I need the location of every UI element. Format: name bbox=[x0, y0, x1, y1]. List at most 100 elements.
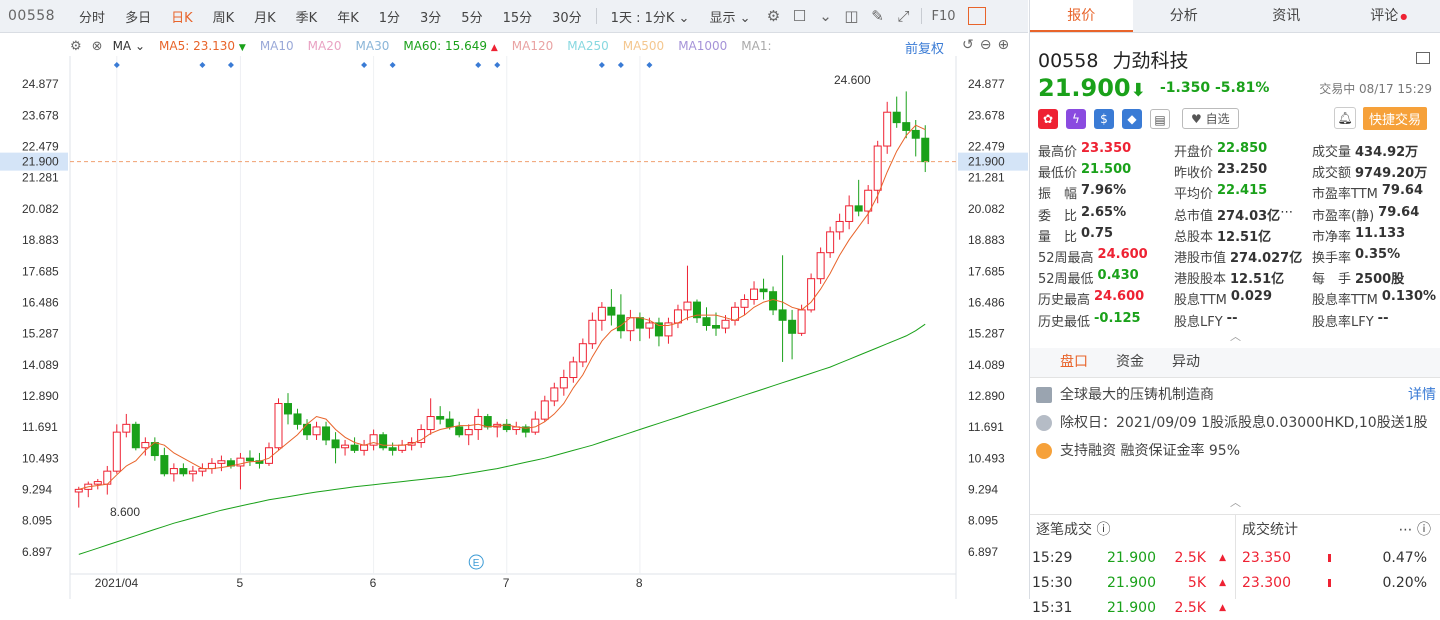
trade-price: 21.900 bbox=[1086, 600, 1156, 616]
help-icon[interactable]: ⓘ bbox=[1096, 522, 1110, 538]
y-tick-label: 21.281 bbox=[22, 171, 59, 185]
ma30-label: MA30 bbox=[356, 39, 390, 53]
candle-body bbox=[732, 307, 739, 320]
tab-analysis[interactable]: 分析 bbox=[1133, 0, 1236, 32]
y-tick-label: 12.890 bbox=[968, 389, 1005, 403]
quote-value: 0.430 bbox=[1098, 268, 1139, 287]
ma-select[interactable]: MA ⌄ bbox=[113, 39, 145, 53]
chevron-down-icon[interactable]: ⌄ bbox=[813, 7, 839, 25]
bell-icon[interactable]: 🔔︎ bbox=[1334, 107, 1356, 129]
quote-label: 股息率TTM bbox=[1312, 289, 1378, 308]
collapse-icon[interactable]: ︿ bbox=[1230, 494, 1241, 510]
candle-body bbox=[789, 320, 796, 333]
quote-cell: 股息LFY-- bbox=[1174, 311, 1312, 330]
candle-body bbox=[770, 292, 777, 310]
tab-monthly-k[interactable]: 月K bbox=[244, 7, 286, 26]
quote-value: 0.130% bbox=[1382, 289, 1436, 308]
more-icon[interactable]: ⋯ bbox=[1280, 205, 1293, 224]
tab-news[interactable]: 资讯 bbox=[1235, 0, 1338, 32]
candle-body bbox=[399, 445, 406, 450]
quote-label: 昨收价 bbox=[1174, 162, 1213, 181]
pen-icon[interactable]: ✎ bbox=[865, 7, 891, 25]
ma120-label: MA120 bbox=[512, 39, 553, 53]
tab-daily-k[interactable]: 日K bbox=[161, 7, 203, 26]
quote-label: 港股股本 bbox=[1174, 268, 1226, 287]
display-select[interactable]: 显示 ⌄ bbox=[699, 7, 760, 26]
fast-trade-button[interactable]: 快捷交易 bbox=[1363, 107, 1427, 130]
tab-movement[interactable]: 异动 bbox=[1158, 348, 1214, 377]
add-watchlist-button[interactable]: ♥ 自选 bbox=[1182, 108, 1239, 129]
collapse-icon[interactable]: ︿ bbox=[1230, 328, 1241, 344]
tab-multiday[interactable]: 多日 bbox=[115, 7, 161, 26]
checkbox-icon[interactable]: ☐ bbox=[787, 7, 813, 25]
tab-quarterly-k[interactable]: 季K bbox=[286, 7, 328, 26]
layout-icon[interactable] bbox=[1416, 52, 1430, 64]
tab-quote[interactable]: 报价 bbox=[1030, 0, 1133, 32]
quote-value: 7.96% bbox=[1081, 183, 1126, 202]
detail-link[interactable]: 详情 bbox=[1408, 384, 1436, 406]
tag-icon[interactable]: ◆ bbox=[1122, 109, 1142, 129]
f10-button[interactable]: F10 bbox=[926, 9, 962, 24]
chevron-down-icon: ⌄ bbox=[679, 11, 690, 26]
arrow-up-icon: ▲ bbox=[1206, 603, 1226, 613]
info-text: 全球最大的压铸机制造商 bbox=[1060, 384, 1214, 406]
undo-icon[interactable]: ↺ bbox=[962, 37, 974, 53]
close-icon[interactable]: ⊗ bbox=[92, 39, 103, 54]
display-select-label: 显示 bbox=[709, 11, 735, 26]
candle-body bbox=[75, 489, 82, 492]
camera-icon[interactable]: ◫ bbox=[839, 7, 865, 25]
quote-label: 成交量 bbox=[1312, 141, 1351, 160]
quote-value: 12.51亿 bbox=[1230, 268, 1284, 287]
chart-nav: ↺ ⊖ ⊕ bbox=[962, 37, 1030, 53]
chevron-down-icon: ⌄ bbox=[740, 11, 751, 26]
trade-time: 15:29 bbox=[1030, 550, 1086, 566]
tab-intraday[interactable]: 分时 bbox=[69, 7, 115, 26]
candle-body bbox=[427, 417, 434, 430]
note-icon[interactable]: ▤ bbox=[1150, 109, 1170, 129]
dollar-icon[interactable]: $ bbox=[1094, 109, 1114, 129]
tab-comments[interactable]: 评论● bbox=[1338, 0, 1440, 32]
stats-pct: 0.47% bbox=[1383, 550, 1427, 566]
candle-body bbox=[817, 253, 824, 279]
arrow-up-icon: ▲ bbox=[1206, 553, 1226, 563]
settings-icon[interactable]: ⚙ bbox=[761, 7, 787, 25]
candle-body bbox=[113, 432, 120, 471]
y-tick-label: 11.691 bbox=[968, 420, 1004, 434]
candle-body bbox=[475, 417, 482, 430]
tab-15min[interactable]: 15分 bbox=[493, 7, 543, 26]
lightning-icon[interactable]: ϟ bbox=[1066, 109, 1086, 129]
hk-flag-icon[interactable]: ✿ bbox=[1038, 109, 1058, 129]
candle-body bbox=[893, 112, 900, 122]
more-icon[interactable]: ⋯ ⓘ bbox=[1399, 515, 1431, 545]
tab-1min[interactable]: 1分 bbox=[369, 7, 410, 26]
y-tick-label: 10.493 bbox=[22, 451, 59, 465]
tab-weekly-k[interactable]: 周K bbox=[203, 7, 245, 26]
tab-5min[interactable]: 5分 bbox=[451, 7, 492, 26]
adjust-price-button[interactable]: 前复权 bbox=[905, 38, 944, 57]
fullscreen-icon[interactable]: ⤢ bbox=[891, 7, 917, 25]
candle-body bbox=[304, 424, 311, 434]
tab-yearly-k[interactable]: 年K bbox=[327, 7, 369, 26]
tab-30min[interactable]: 30分 bbox=[542, 7, 592, 26]
period-select[interactable]: 1天 : 1分K ⌄ bbox=[601, 7, 700, 26]
y-tick-label: 20.082 bbox=[22, 202, 59, 216]
y-tick-label: 8.095 bbox=[22, 514, 52, 528]
zoom-out-icon[interactable]: ⊖ bbox=[980, 37, 992, 53]
candle-body bbox=[275, 404, 282, 448]
settings-icon[interactable]: ⚙ bbox=[70, 39, 82, 54]
tab-capital[interactable]: 资金 bbox=[1102, 348, 1158, 377]
zoom-in-icon[interactable]: ⊕ bbox=[997, 37, 1009, 53]
tab-orderbook[interactable]: 盘口 bbox=[1046, 348, 1102, 377]
candle-body bbox=[208, 463, 215, 468]
ma1000-label: MA1000 bbox=[678, 39, 727, 53]
trade-price: 21.900 bbox=[1086, 550, 1156, 566]
tab-3min[interactable]: 3分 bbox=[410, 7, 451, 26]
panel-toggle-icon[interactable] bbox=[968, 7, 986, 25]
